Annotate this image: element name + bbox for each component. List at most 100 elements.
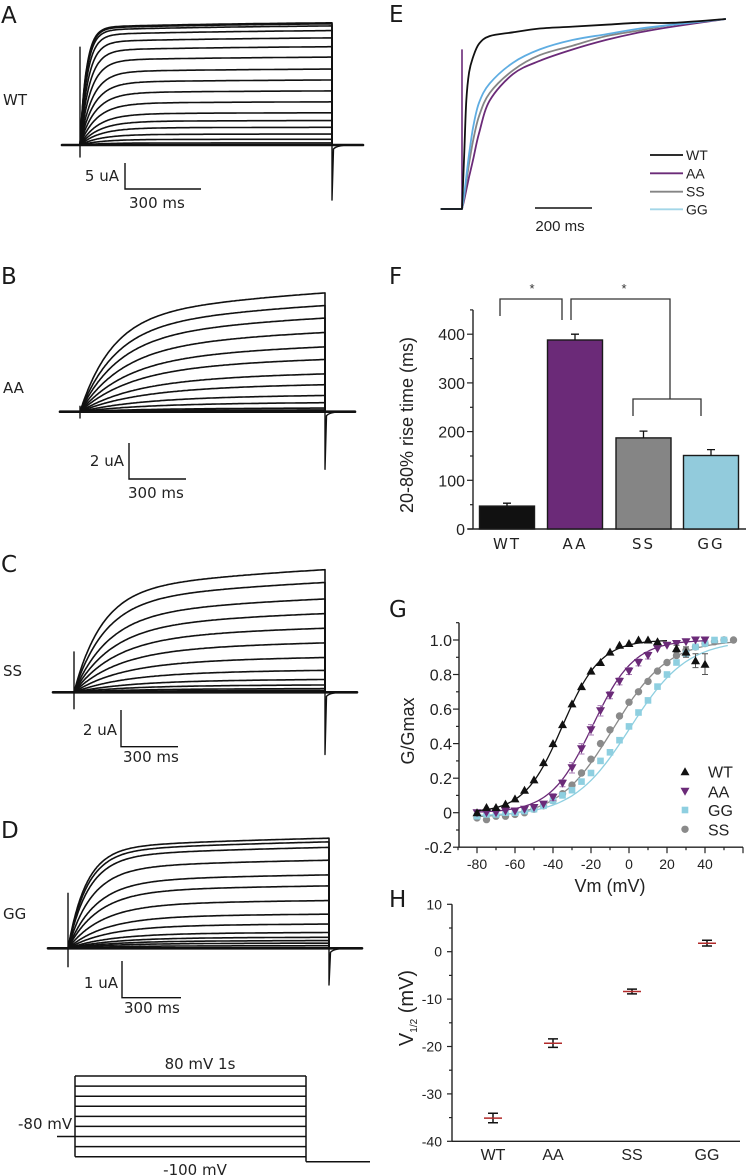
scale-bar — [124, 163, 201, 190]
legend-marker-ss — [681, 825, 689, 833]
scale-bar-time-label: 300 ms — [123, 748, 179, 766]
y-tick-label: 100 — [438, 473, 465, 490]
legend-label-wt: WT — [686, 147, 708, 163]
current-sweep — [79, 68, 333, 146]
data-point — [663, 671, 671, 678]
data-point — [624, 667, 634, 676]
panel-letter: G — [389, 597, 407, 623]
data-point — [548, 739, 558, 748]
error-bar — [571, 333, 579, 340]
y-tick-label: 0 — [434, 944, 442, 960]
series-wt — [472, 635, 710, 817]
current-sweep — [73, 684, 326, 694]
y-axis-label-subscript: 1/2 — [409, 1018, 420, 1032]
y-tick-label: 0.4 — [430, 737, 452, 754]
x-tick-label: 20 — [659, 856, 675, 872]
data-point — [673, 659, 680, 666]
scale-bar — [128, 443, 186, 480]
data-point — [587, 769, 595, 777]
data-point — [625, 698, 633, 706]
legend-label-ss: SS — [686, 184, 705, 200]
genotype-label: WT — [3, 91, 28, 109]
scale-bar-time-label: 200 ms — [535, 218, 584, 235]
current-sweep — [79, 23, 333, 146]
current-sweep — [67, 859, 330, 950]
significance-sub-bracket — [632, 398, 702, 416]
scale-bar-time-label: 300 ms — [124, 999, 180, 1017]
boltzmann-fit-ss — [476, 641, 734, 818]
panel-letter: H — [389, 887, 406, 913]
current-sweep — [79, 409, 326, 413]
current-sweep — [67, 846, 330, 950]
data-point — [681, 638, 691, 647]
data-point — [539, 758, 548, 767]
current-sweep — [73, 568, 326, 694]
data-point — [605, 647, 615, 656]
y-tick-label: 1.0 — [430, 633, 452, 650]
data-point — [520, 785, 529, 794]
current-sweep — [67, 936, 330, 950]
data-point — [529, 804, 539, 812]
data-point — [491, 803, 501, 811]
panel-f-bar-chart: F 0 100 200 300 400 WT AA SS GG 20-80% rise time (… — [389, 264, 746, 553]
data-point — [653, 645, 662, 654]
current-sweep — [79, 22, 333, 146]
current-sweep — [67, 944, 330, 950]
data-point — [472, 808, 482, 817]
data-point — [624, 639, 634, 647]
data-point — [567, 699, 577, 708]
x-tick-label: -40 — [543, 856, 563, 872]
bar-gg — [682, 454, 740, 530]
data-point — [663, 658, 671, 667]
y-axis-label: G/Gmax — [398, 697, 418, 764]
legend-marker-aa — [680, 787, 690, 796]
current-sweep — [73, 689, 326, 694]
x-category-label: SS — [621, 1147, 642, 1164]
protocol-holding-label: -80 mV — [18, 1115, 73, 1133]
data-point — [520, 805, 529, 814]
data-point — [691, 636, 700, 645]
scale-bar-time-label: 300 ms — [128, 484, 184, 502]
genotype-label: GG — [3, 905, 26, 923]
current-sweep — [79, 133, 333, 146]
y-tick-label: 400 — [438, 327, 465, 344]
current-sweep — [79, 37, 333, 146]
significance-label: * — [621, 281, 626, 296]
data-point — [558, 720, 567, 729]
y-tick-label: -40 — [422, 1133, 442, 1149]
error-bar — [639, 430, 648, 438]
data-point — [482, 809, 491, 818]
data-point — [616, 736, 623, 744]
data-point — [586, 666, 596, 675]
normalized-trace-aa — [440, 18, 727, 210]
current-sweep — [79, 25, 333, 146]
current-sweep — [79, 317, 326, 413]
panel-letter: C — [1, 552, 17, 578]
x-category-label: GG — [695, 1147, 720, 1164]
scale-bar — [121, 961, 181, 999]
data-point — [482, 803, 491, 811]
data-point — [597, 757, 604, 765]
current-sweep — [73, 581, 326, 694]
data-point — [606, 749, 614, 756]
data-point — [559, 792, 566, 799]
significance-bracket — [570, 298, 671, 399]
genotype-label: AA — [3, 379, 25, 397]
current-sweep — [67, 885, 330, 950]
normalized-trace-gg — [440, 18, 727, 210]
x-category-label: SS — [632, 535, 655, 553]
y-axis-label-main: V — [396, 1032, 418, 1046]
x-tick-label: -60 — [505, 856, 525, 872]
panel-a-current-traces: A WT 5 uA 300 ms — [1, 3, 365, 212]
data-point — [539, 800, 548, 809]
x-category-label: AA — [542, 1147, 564, 1164]
bar-aa — [546, 339, 604, 530]
legend-label-gg: GG — [686, 201, 708, 217]
data-point — [596, 658, 605, 666]
y-axis-label: 20-80% rise time (ms) — [397, 337, 417, 513]
protocol-top-label: 80 mV 1s — [165, 1055, 236, 1073]
panel-letter: B — [1, 264, 17, 290]
y-tick-label: 0.8 — [430, 668, 452, 685]
data-point — [654, 683, 661, 690]
